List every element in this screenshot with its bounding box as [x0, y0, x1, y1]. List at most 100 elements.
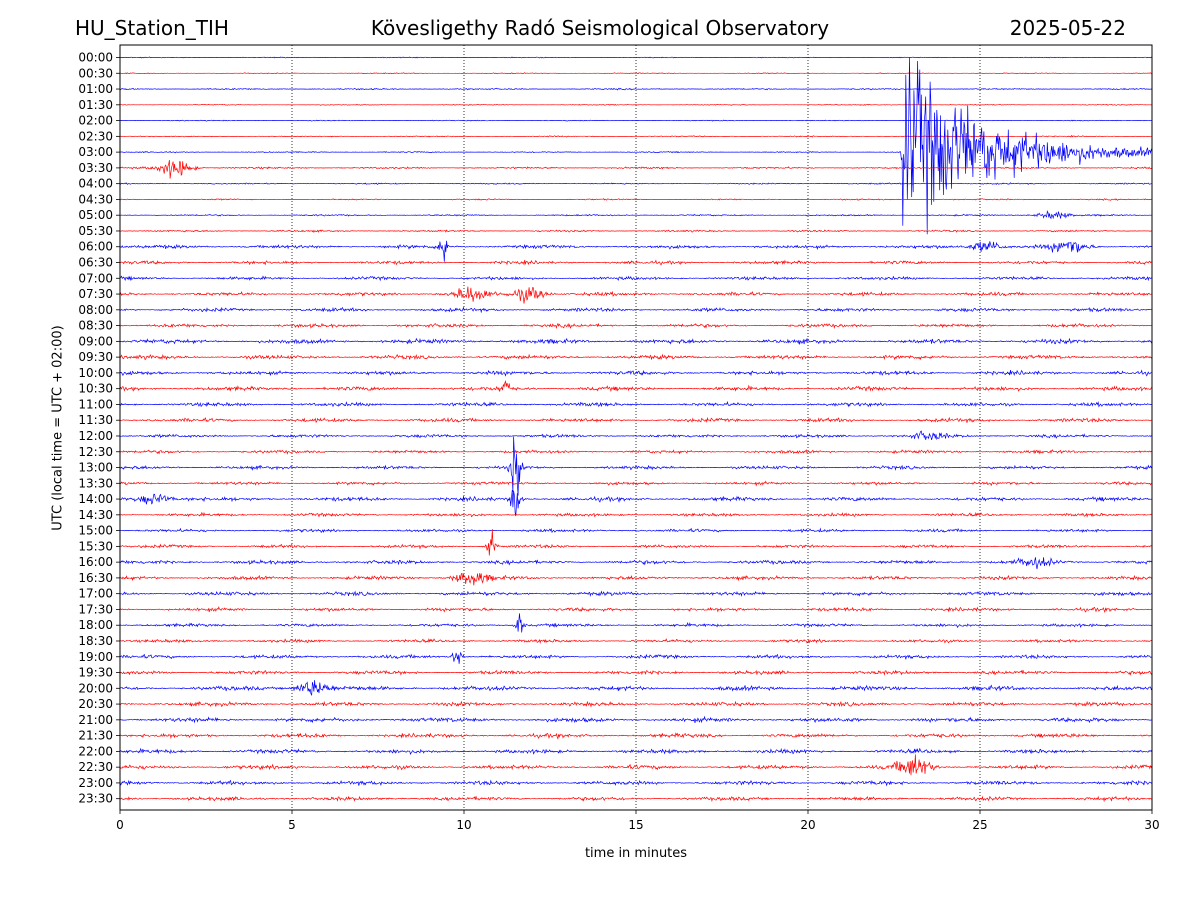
x-tick-label: 30 — [1144, 818, 1159, 832]
y-tick-label: 02:00 — [78, 114, 113, 128]
y-tick-label: 09:30 — [78, 350, 113, 364]
y-tick-label: 20:00 — [78, 681, 113, 695]
trace-1630 — [120, 572, 1152, 586]
y-tick-label: 11:30 — [78, 413, 113, 427]
trace-2100 — [120, 715, 1152, 724]
traces — [120, 56, 1152, 803]
y-tick-label: 15:00 — [78, 524, 113, 538]
x-tick-label: 15 — [628, 818, 643, 832]
y-tick-label: 03:30 — [78, 161, 113, 175]
y-tick-label: 13:30 — [78, 476, 113, 490]
trace-0030 — [120, 72, 1152, 75]
x-tick-label: 20 — [800, 818, 815, 832]
trace-0130 — [120, 103, 1152, 106]
x-tick-label: 0 — [116, 818, 124, 832]
trace-1930 — [120, 669, 1152, 676]
trace-2300 — [120, 779, 1152, 787]
trace-1700 — [120, 590, 1152, 597]
trace-1500 — [120, 527, 1152, 534]
trace-0300 — [120, 57, 1152, 235]
trace-1300 — [120, 436, 1152, 496]
y-tick-label: 07:30 — [78, 287, 113, 301]
y-tick-label: 20:30 — [78, 697, 113, 711]
y-tick-label: 10:00 — [78, 366, 113, 380]
y-axis-label: UTC (local time = UTC + 02:00) — [50, 325, 66, 531]
y-tick-label: 01:00 — [78, 82, 113, 96]
y-tick-label: 06:00 — [78, 240, 113, 254]
y-tick-label: 16:00 — [78, 555, 113, 569]
y-tick-label: 23:00 — [78, 776, 113, 790]
y-tick-label: 11:00 — [78, 397, 113, 411]
y-tick-label: 21:30 — [78, 729, 113, 743]
trace-0700 — [120, 275, 1152, 282]
y-tick-label: 19:30 — [78, 666, 113, 680]
trace-0830 — [120, 322, 1152, 330]
trace-0500 — [120, 210, 1152, 220]
trace-1530 — [120, 529, 1152, 556]
trace-2130 — [120, 732, 1152, 740]
x-axis-label: time in minutes — [584, 846, 688, 861]
y-tick-label: 06:30 — [78, 256, 113, 270]
y-tick-label: 16:30 — [78, 571, 113, 585]
trace-1000 — [120, 369, 1152, 377]
trace-0230 — [120, 134, 1152, 138]
trace-2230 — [120, 754, 1152, 776]
trace-0330 — [120, 159, 1152, 179]
y-tick-label: 04:30 — [78, 192, 113, 206]
y-tick-label: 22:00 — [78, 744, 113, 758]
trace-0400 — [120, 182, 1152, 185]
y-tick-label: 17:30 — [78, 602, 113, 616]
y-tick-label: 23:30 — [78, 792, 113, 806]
y-tick-label: 14:00 — [78, 492, 113, 506]
trace-1200 — [120, 430, 1152, 441]
trace-1600 — [120, 557, 1152, 570]
trace-0530 — [120, 229, 1152, 234]
y-tick-label: 14:30 — [78, 508, 113, 522]
trace-1800 — [120, 613, 1152, 633]
trace-0630 — [120, 259, 1152, 266]
trace-1100 — [120, 400, 1152, 408]
trace-0800 — [120, 306, 1152, 314]
chart-title: Kövesligethy Radó Seismological Observat… — [370, 16, 830, 40]
x-tick-label: 5 — [288, 818, 296, 832]
trace-2000 — [120, 680, 1152, 696]
y-tick-label: 08:00 — [78, 303, 113, 317]
trace-0600 — [120, 240, 1152, 262]
y-tick-label: 05:30 — [78, 224, 113, 238]
trace-0200 — [120, 119, 1152, 122]
trace-0100 — [120, 87, 1152, 91]
x-tick-label: 10 — [456, 818, 471, 832]
y-tick-label: 08:30 — [78, 319, 113, 333]
y-tick-label: 04:00 — [78, 177, 113, 191]
trace-0430 — [120, 198, 1152, 201]
x-tick-label: 25 — [972, 818, 987, 832]
y-tick-label: 05:00 — [78, 208, 113, 222]
y-tick-label: 13:00 — [78, 461, 113, 475]
trace-1430 — [120, 511, 1152, 518]
trace-1830 — [120, 637, 1152, 644]
trace-1900 — [120, 651, 1152, 664]
y-tick-label: 22:30 — [78, 760, 113, 774]
trace-2330 — [120, 795, 1152, 803]
y-tick-label: 19:00 — [78, 650, 113, 664]
y-tick-label: 21:00 — [78, 713, 113, 727]
trace-1230 — [120, 449, 1152, 455]
trace-2200 — [120, 747, 1152, 756]
chart-date: 2025-05-22 — [1009, 16, 1126, 40]
trace-0730 — [120, 286, 1152, 304]
y-tick-label: 01:30 — [78, 98, 113, 112]
station-name: HU_Station_TIH — [75, 16, 229, 40]
trace-0930 — [120, 353, 1152, 361]
trace-1400 — [120, 490, 1152, 517]
trace-2030 — [120, 700, 1152, 708]
trace-1030 — [120, 379, 1152, 393]
y-tick-label: 00:30 — [78, 66, 113, 80]
y-tick-label: 03:00 — [78, 145, 113, 159]
y-tick-label: 15:30 — [78, 539, 113, 553]
y-tick-label: 07:00 — [78, 271, 113, 285]
trace-1330 — [120, 480, 1152, 487]
y-tick-label: 09:00 — [78, 334, 113, 348]
y-tick-label: 12:00 — [78, 429, 113, 443]
trace-1730 — [120, 606, 1152, 614]
